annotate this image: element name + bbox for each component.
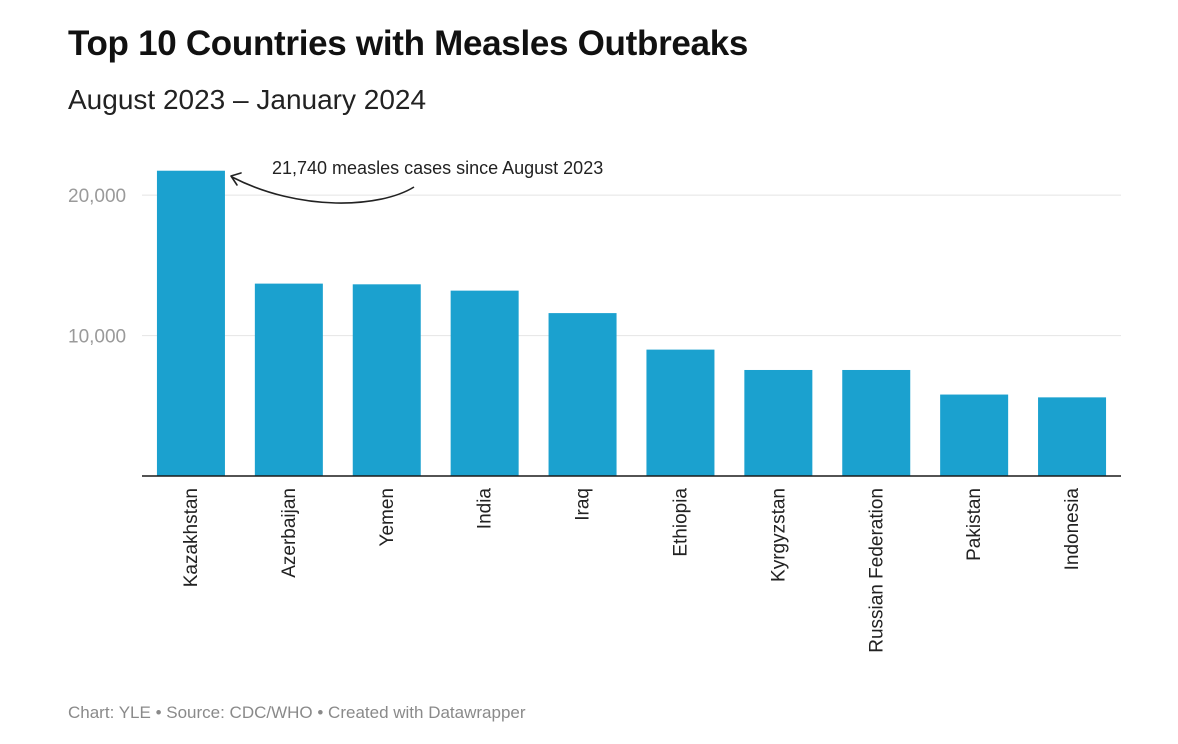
x-tick-label: Kazakhstan xyxy=(181,488,202,587)
bar-pakistan xyxy=(940,394,1009,476)
bar-yemen xyxy=(352,284,421,476)
x-tick-label: Ethiopia xyxy=(670,488,691,557)
x-tick-label: Pakistan xyxy=(964,488,985,561)
y-tick-label: 20,000 xyxy=(68,186,126,207)
bar-indonesia xyxy=(1038,397,1107,476)
x-tick-label: India xyxy=(475,488,496,530)
annotation: 21,740 measles cases since August 2023 xyxy=(230,158,603,204)
bar-kazakhstan xyxy=(156,170,225,476)
bar-russian-federation xyxy=(842,369,911,476)
annotation-arrow xyxy=(231,176,415,204)
bar-azerbaijan xyxy=(254,283,323,476)
chart-subtitle: August 2023 – January 2024 xyxy=(68,84,427,115)
bar-kyrgyzstan xyxy=(744,369,813,476)
x-tick-label: Kyrgyzstan xyxy=(768,488,789,582)
y-tick-label: 10,000 xyxy=(68,327,126,348)
x-tick-label: Iraq xyxy=(573,488,594,521)
bar-iraq xyxy=(548,313,617,476)
category-labels: Kazakhstan Azerbaijan Yemen India Iraq Ethiop… xyxy=(181,488,1083,653)
annotation-arrowhead xyxy=(230,172,242,186)
chart-footer: Chart: YLE • Source: CDC/WHO • Created w… xyxy=(68,703,526,722)
bar-ethiopia xyxy=(646,349,715,476)
annotation-text: 21,740 measles cases since August 2023 xyxy=(272,158,603,178)
bar-india xyxy=(450,290,519,476)
bars xyxy=(156,170,1107,476)
x-tick-label: Azerbaijan xyxy=(279,488,300,578)
x-tick-label: Russian Federation xyxy=(866,488,887,653)
x-tick-label: Yemen xyxy=(377,488,398,546)
chart-title: Top 10 Countries with Measles Outbreaks xyxy=(68,24,749,63)
x-tick-label: Indonesia xyxy=(1062,488,1083,571)
